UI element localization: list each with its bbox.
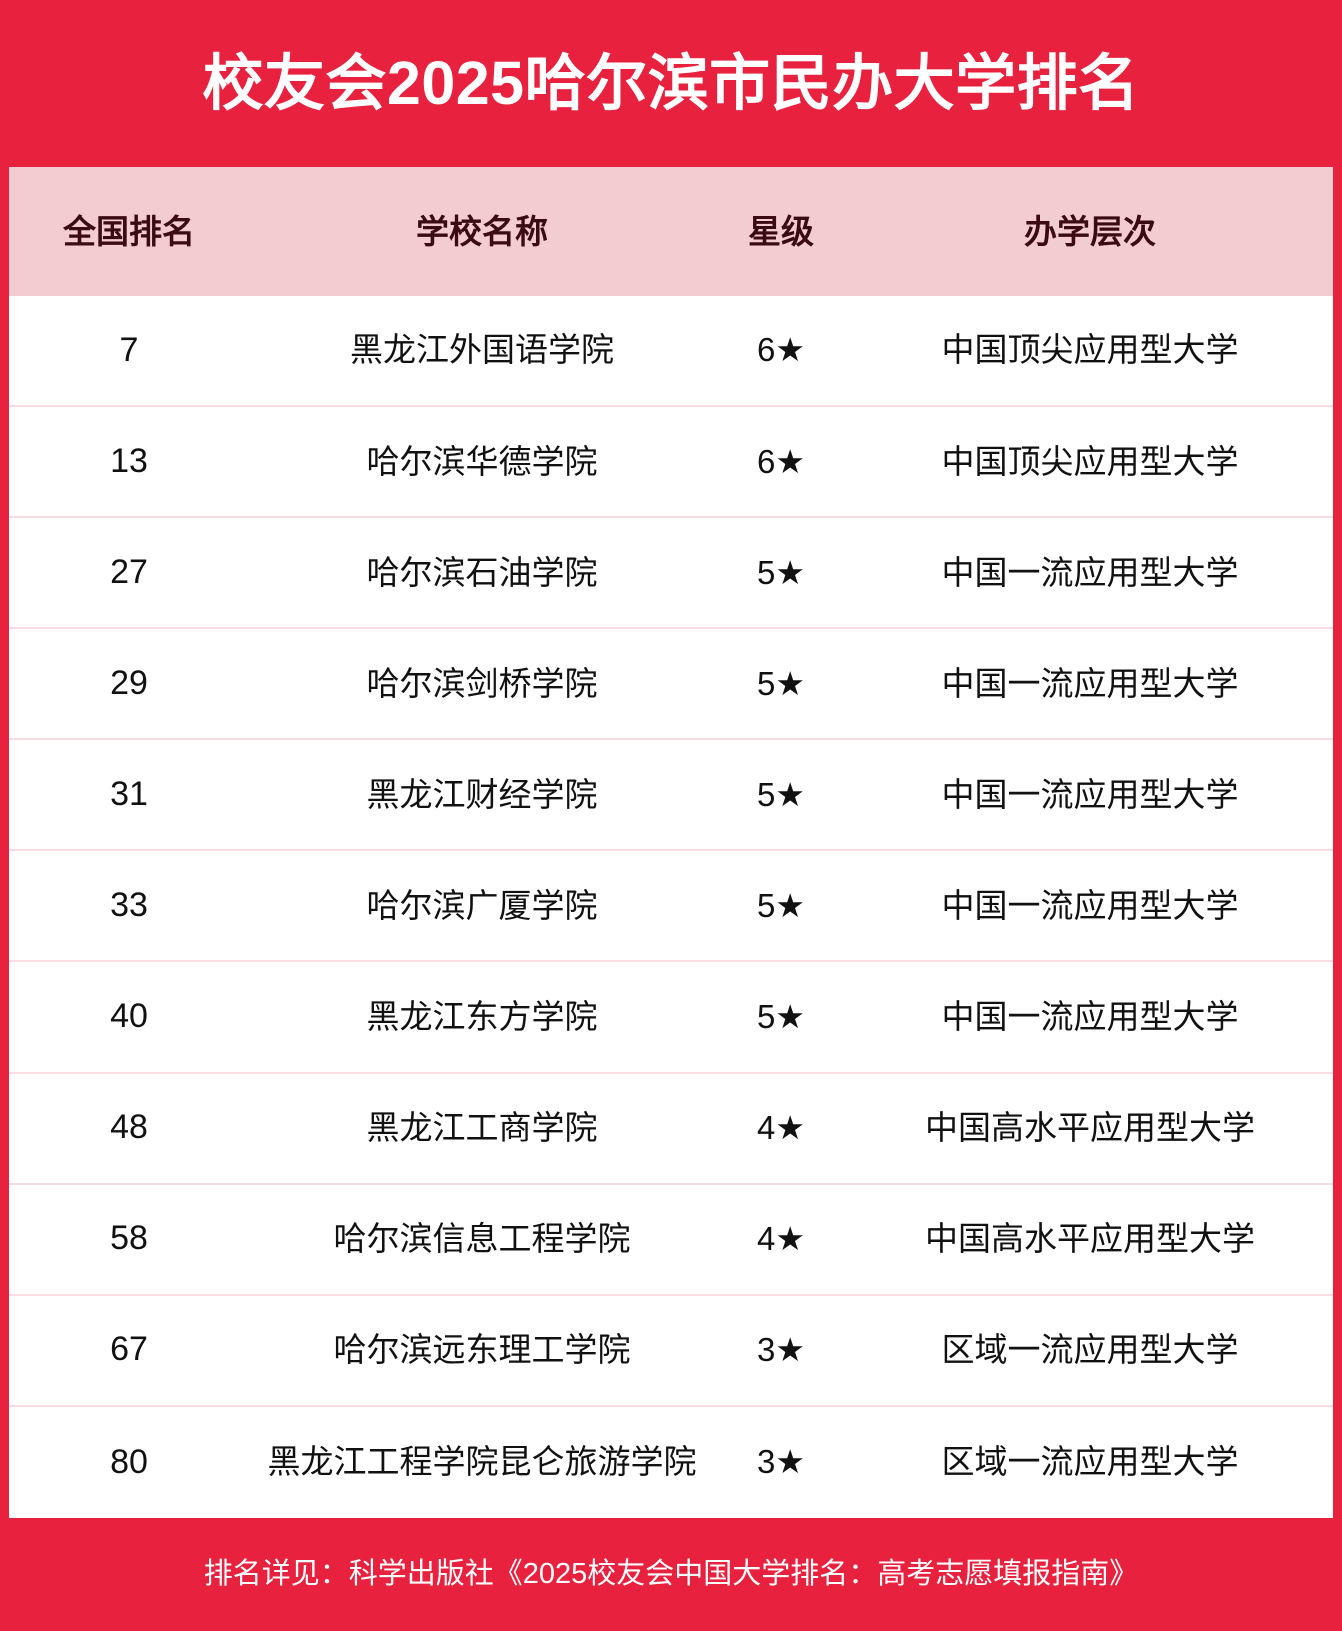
school-name-cell: 黑龙江外国语学院 <box>350 331 614 369</box>
rank-cell: 80 <box>110 1442 148 1481</box>
title-banner: 校友会2025哈尔滨市民办大学排名 <box>0 0 1342 167</box>
table-row: 29 哈尔滨剑桥学院 5★ 中国一流应用型大学 <box>9 629 1333 741</box>
table-row: 80 黑龙江工程学院昆仑旅游学院 3★ 区域一流应用型大学 <box>9 1406 1333 1518</box>
school-level-cell: 中国顶尖应用型大学 <box>941 331 1239 369</box>
school-level-cell: 中国高水平应用型大学 <box>925 1108 1255 1146</box>
school-name-cell: 黑龙江东方学院 <box>366 997 598 1035</box>
table-row: 31 黑龙江财经学院 5★ 中国一流应用型大学 <box>9 740 1333 852</box>
table-row: 58 哈尔滨信息工程学院 4★ 中国高水平应用型大学 <box>9 1184 1333 1296</box>
school-name-cell: 哈尔滨华德学院 <box>366 442 598 480</box>
rank-cell: 13 <box>110 441 148 480</box>
rank-cell: 27 <box>110 552 148 591</box>
school-level-cell: 区域一流应用型大学 <box>941 1331 1239 1369</box>
rank-cell: 58 <box>110 1219 148 1258</box>
star-rating-cell: 5★ <box>757 997 805 1035</box>
school-level-cell: 中国一流应用型大学 <box>941 553 1239 591</box>
school-level-cell: 中国一流应用型大学 <box>941 886 1239 924</box>
column-header-level: 办学层次 <box>1024 212 1156 250</box>
column-header-star: 星级 <box>748 212 814 250</box>
school-name-cell: 黑龙江财经学院 <box>366 775 598 813</box>
school-level-cell: 中国一流应用型大学 <box>941 664 1239 702</box>
star-rating-cell: 5★ <box>757 553 805 591</box>
star-rating-cell: 4★ <box>757 1108 805 1146</box>
table-row: 40 黑龙江东方学院 5★ 中国一流应用型大学 <box>9 962 1333 1074</box>
school-level-cell: 区域一流应用型大学 <box>941 1443 1239 1481</box>
rank-cell: 33 <box>110 886 148 925</box>
column-header-name: 学校名称 <box>416 212 548 250</box>
table-row: 7 黑龙江外国语学院 6★ 中国顶尖应用型大学 <box>9 296 1333 408</box>
table-row: 67 哈尔滨远东理工学院 3★ 区域一流应用型大学 <box>9 1295 1333 1407</box>
star-rating-cell: 5★ <box>757 664 805 702</box>
school-level-cell: 中国顶尖应用型大学 <box>941 442 1239 480</box>
school-name-cell: 黑龙江工商学院 <box>366 1108 598 1146</box>
star-rating-cell: 5★ <box>757 886 805 924</box>
school-name-cell: 哈尔滨信息工程学院 <box>333 1220 631 1258</box>
rank-cell: 48 <box>110 1108 148 1147</box>
table-row: 13 哈尔滨华德学院 6★ 中国顶尖应用型大学 <box>9 407 1333 519</box>
rank-cell: 29 <box>110 664 148 703</box>
rank-cell: 40 <box>110 997 148 1036</box>
ranking-table: 全国排名 学校名称 星级 办学层次 7 黑龙江外国语学院 6★ 中国顶尖应用型大学 13… <box>9 167 1333 1518</box>
page-title: 校友会2025哈尔滨市民办大学排名 <box>202 49 1140 117</box>
table-row: 48 黑龙江工商学院 4★ 中国高水平应用型大学 <box>9 1073 1333 1185</box>
school-level-cell: 中国一流应用型大学 <box>941 775 1239 813</box>
rank-cell: 67 <box>110 1330 148 1369</box>
school-name-cell: 哈尔滨广厦学院 <box>366 886 598 924</box>
table-body: 7 黑龙江外国语学院 6★ 中国顶尖应用型大学 13 哈尔滨华德学院 6★ 中国顶尖应用型大学… <box>9 296 1333 1518</box>
school-name-cell: 哈尔滨石油学院 <box>366 553 598 591</box>
table-row: 33 哈尔滨广厦学院 5★ 中国一流应用型大学 <box>9 851 1333 963</box>
school-name-cell: 哈尔滨剑桥学院 <box>366 664 598 702</box>
column-header-rank: 全国排名 <box>63 212 195 250</box>
star-rating-cell: 5★ <box>757 775 805 813</box>
star-rating-cell: 6★ <box>757 331 805 369</box>
school-name-cell: 哈尔滨远东理工学院 <box>333 1331 631 1369</box>
footer-note: 排名详见：科学出版社《2025校友会中国大学排名：高考志愿填报指南》 <box>203 1558 1139 1590</box>
school-level-cell: 中国一流应用型大学 <box>941 997 1239 1035</box>
star-rating-cell: 3★ <box>757 1331 805 1369</box>
table-row: 27 哈尔滨石油学院 5★ 中国一流应用型大学 <box>9 518 1333 630</box>
rank-cell: 7 <box>119 330 139 369</box>
table-header-row: 全国排名 学校名称 星级 办学层次 <box>9 167 1333 296</box>
footer-banner: 排名详见：科学出版社《2025校友会中国大学排名：高考志愿填报指南》 <box>0 1518 1342 1631</box>
school-level-cell: 中国高水平应用型大学 <box>925 1220 1255 1258</box>
star-rating-cell: 4★ <box>757 1220 805 1258</box>
star-rating-cell: 6★ <box>757 442 805 480</box>
school-name-cell: 黑龙江工程学院昆仑旅游学院 <box>267 1443 697 1481</box>
rank-cell: 31 <box>110 775 148 814</box>
star-rating-cell: 3★ <box>757 1443 805 1481</box>
